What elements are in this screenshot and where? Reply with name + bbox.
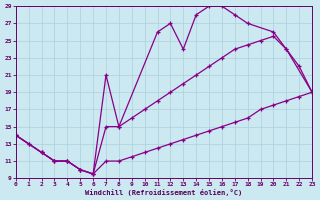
X-axis label: Windchill (Refroidissement éolien,°C): Windchill (Refroidissement éolien,°C) bbox=[85, 189, 243, 196]
